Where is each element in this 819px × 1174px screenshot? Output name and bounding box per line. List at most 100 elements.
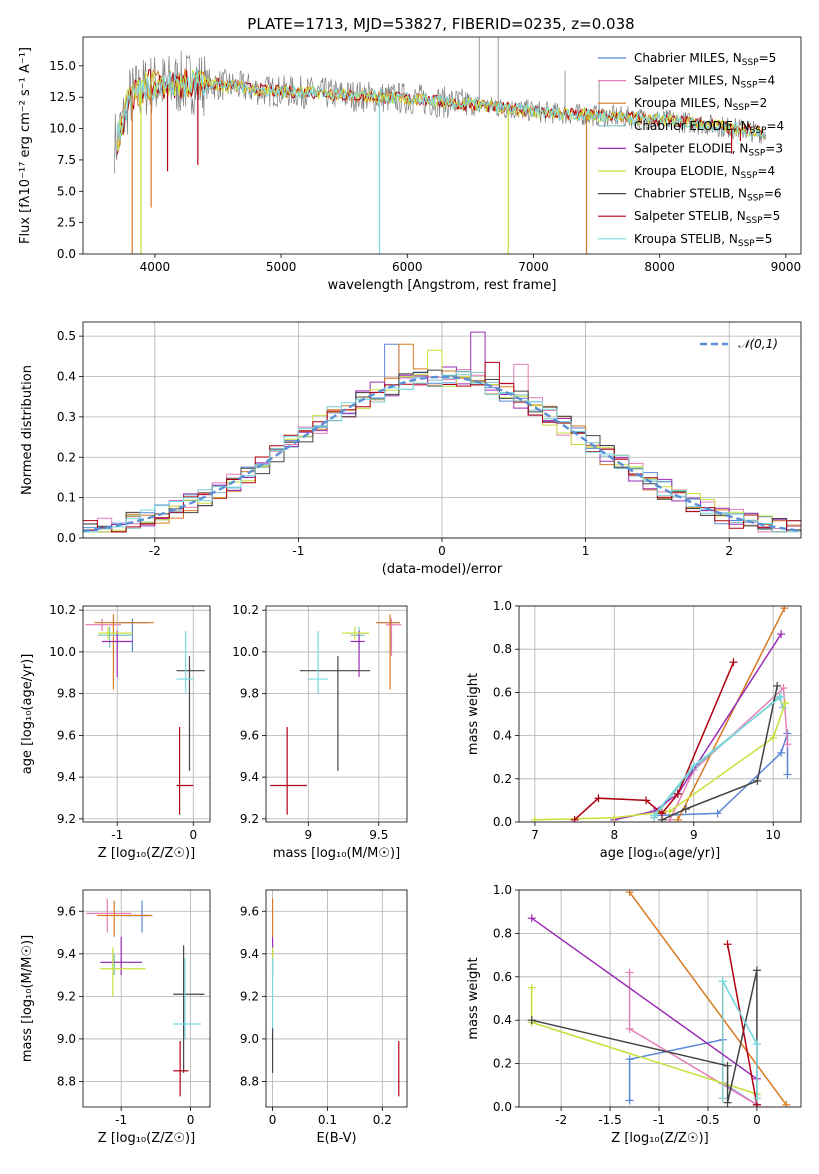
y-tick-label: 10.2 xyxy=(232,603,259,617)
x-tick-label: -1 xyxy=(653,1113,665,1127)
x-tick-label: 5000 xyxy=(266,260,297,274)
legend-entry: Kroupa STELIB, NSSP=5 xyxy=(634,232,772,249)
y-axis-label: Flux [fλ10⁻¹⁷ erg cm⁻² s⁻¹ A⁻¹] xyxy=(18,47,33,244)
legend-name: Kroupa MILES xyxy=(634,96,716,110)
axes-frame: -2 -1.5 -1 -0.5 0 0.0 0.2 0.4 0.6 0.8 1.0 Z [log₁₀(… xyxy=(466,883,802,1146)
axes-border xyxy=(82,36,802,255)
legend-eq: = xyxy=(766,119,776,133)
legend-sep: , N xyxy=(729,209,746,223)
y-tick-label: 0.4 xyxy=(493,729,512,743)
y-axis-label: mass weight xyxy=(466,673,481,755)
mass-weight-marker xyxy=(625,1024,634,1033)
x-axis-label: age [log₁₀(age/yr)] xyxy=(600,846,721,861)
y-tick-label: 0.4 xyxy=(57,370,76,384)
y-tick-label: 1.0 xyxy=(493,883,512,897)
x-tick-label: 8 xyxy=(611,828,619,842)
legend-sep: , N xyxy=(730,187,747,201)
chart-age_vs_mass: 9 9.5 9.2 9.4 9.6 9.8 10.0 10.2 mass [log₁₀(M/M☉… xyxy=(232,603,408,861)
mass-weight-marker xyxy=(681,805,690,814)
legend-nssp: 4 xyxy=(767,74,775,88)
mass-weight-marker xyxy=(723,1061,732,1070)
legend-subscript: SSP xyxy=(738,239,755,249)
x-axis-label: (data-model)/error xyxy=(382,562,503,577)
mass-weight-marker xyxy=(594,794,603,803)
chart-age_vs_Z: -1 0 9.2 9.4 9.6 9.8 10.0 10.2 Z [log₁₀(Z/Z☉)] ag… xyxy=(20,603,211,861)
legend-name: Chabrier ELODIE xyxy=(634,119,733,133)
mass-weight-marker xyxy=(625,1055,634,1064)
legend-name: Salpeter MILES xyxy=(634,74,724,88)
y-tick-label: 9.2 xyxy=(240,989,259,1003)
mass-weight-marker xyxy=(779,684,788,693)
plot-area xyxy=(83,331,801,533)
y-tick-label: 0.2 xyxy=(493,772,512,786)
y-tick-label: 9.2 xyxy=(57,989,76,1003)
mass-weight-marker xyxy=(673,815,682,822)
x-axis-label: E(B-V) xyxy=(316,1131,356,1146)
mass-weight-marker xyxy=(527,914,536,923)
legend-nssp: 5 xyxy=(773,209,781,223)
x-tick-label: 9000 xyxy=(771,260,802,274)
legend-entry: 𝒩(0,1) xyxy=(738,337,778,351)
y-tick-label: 9.0 xyxy=(57,1032,76,1046)
axes-border xyxy=(265,605,408,823)
mass-weight-marker xyxy=(650,811,659,820)
y-tick-label: 10.2 xyxy=(49,603,76,617)
mass-weight-line xyxy=(628,1038,758,1106)
y-tick-label: 10.0 xyxy=(232,645,259,659)
y-tick-label: 8.8 xyxy=(240,1074,259,1088)
mass-weight-marker xyxy=(777,748,786,757)
grid-lines xyxy=(83,890,210,1107)
axes-frame: 4000 5000 6000 7000 8000 9000 0.0 2.5 5.0 7.5 10.0… xyxy=(18,36,802,293)
legend-entry: Chabrier STELIB, NSSP=6 xyxy=(634,187,782,204)
y-axis-label: age [log₁₀(age/yr)] xyxy=(20,654,35,775)
x-tick-label: 0.1 xyxy=(318,1113,337,1127)
x-tick-label: -2 xyxy=(149,544,161,558)
residuals-legend: 𝒩(0,1) xyxy=(700,337,778,351)
x-tick-label: 0 xyxy=(269,1113,277,1127)
y-tick-label: 9.4 xyxy=(240,947,259,961)
plot-area xyxy=(270,614,402,815)
plot-area xyxy=(86,898,205,1097)
legend-eq: = xyxy=(755,232,765,246)
y-tick-label: 9.6 xyxy=(57,728,76,742)
mass-weight-marker xyxy=(752,1094,761,1103)
plot-area xyxy=(530,606,792,822)
y-tick-label: 9.4 xyxy=(57,770,76,784)
axes-border xyxy=(82,321,802,539)
legend-entry: Kroupa ELODIE, NSSP=4 xyxy=(634,164,775,181)
mass-weight-marker xyxy=(673,789,682,798)
mass-weight-marker xyxy=(769,733,778,742)
x-axis-label: Z [log₁₀(Z/Z☉)] xyxy=(98,846,195,861)
legend-sep: , N xyxy=(716,96,733,110)
y-tick-label: 0.6 xyxy=(493,685,512,699)
mass-weight-marker xyxy=(625,890,634,897)
chart-spectrum: 4000 5000 6000 7000 8000 9000 0.0 2.5 5.0 7.5 10.0… xyxy=(18,36,802,293)
legend-subscript: SSP xyxy=(741,171,758,181)
legend-eq: = xyxy=(757,164,767,178)
y-tick-label: 10.0 xyxy=(49,645,76,659)
legend-subscript: SSP xyxy=(741,81,758,91)
x-tick-label: -0.5 xyxy=(696,1113,719,1127)
legend-entry: Salpeter ELODIE, NSSP=3 xyxy=(634,141,783,158)
y-tick-label: 0.0 xyxy=(493,815,512,829)
y-tick-label: 0.6 xyxy=(493,970,512,984)
y-tick-label: 0.2 xyxy=(493,1057,512,1071)
x-tick-label: 9.5 xyxy=(369,828,388,842)
y-tick-label: 0.0 xyxy=(57,247,76,261)
legend-name: Chabrier MILES xyxy=(634,51,725,65)
chart-mass_weight_vs_age: 7 8 9 10 0.0 0.2 0.4 0.6 0.8 1.0 age [log₁₀(age/yr… xyxy=(466,599,802,861)
legend-nssp: 2 xyxy=(760,96,768,110)
plot-area xyxy=(85,614,205,815)
mass-weight-marker xyxy=(752,1040,761,1049)
mass-weight-marker xyxy=(777,630,786,639)
mass-weight-line xyxy=(574,661,735,821)
x-tick-label: -1 xyxy=(111,828,123,842)
legend-entry: Salpeter STELIB, NSSP=5 xyxy=(634,209,780,226)
mass-weight-line xyxy=(677,607,785,821)
legend-nssp: 5 xyxy=(765,232,773,246)
legend-eq: = xyxy=(759,51,769,65)
x-tick-label: 9 xyxy=(304,828,312,842)
y-tick-label: 15.0 xyxy=(49,59,76,73)
x-tick-label: -1 xyxy=(292,544,304,558)
